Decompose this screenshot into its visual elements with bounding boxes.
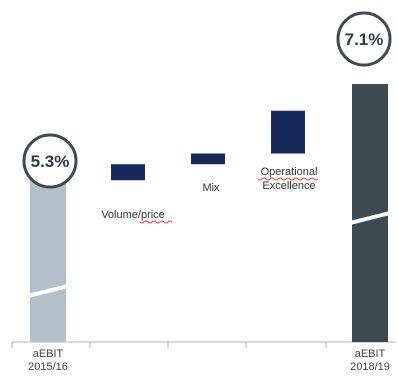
axis-break-0 xyxy=(27,284,69,298)
axis-breaks xyxy=(27,211,391,298)
value-badge-circle-0 xyxy=(22,133,78,189)
axis-break-4 xyxy=(349,211,391,225)
bar-labels: Volume/price Mix Operational Excellence xyxy=(101,166,319,224)
bar-3 xyxy=(271,110,305,154)
category-label-4-0: aEBIT xyxy=(355,348,386,360)
bar-1 xyxy=(111,164,145,181)
bar-0 xyxy=(30,180,66,342)
x-axis-ticks xyxy=(11,342,327,348)
value-badge-text-4: 7.1% xyxy=(345,30,384,49)
bar-label-1-0: Volume/price xyxy=(101,209,165,221)
bar-label-3-1: Excellence xyxy=(262,180,315,192)
category-label-4-1: 2018/19 xyxy=(350,361,390,373)
spellcheck-underline-1-0 xyxy=(139,220,173,224)
bar-2 xyxy=(191,153,225,165)
bar-label-2-0: Mix xyxy=(202,182,220,194)
category-label-0-0: aEBIT xyxy=(33,348,64,360)
value-badge-text-0: 5.3% xyxy=(31,152,70,171)
bars-group xyxy=(30,84,388,342)
value-badge-circle-4 xyxy=(336,11,392,67)
category-label-0-1: 2015/16 xyxy=(28,361,68,373)
spellcheck-underline-3-0 xyxy=(257,177,319,181)
value-badges: 5.3% 7.1% xyxy=(22,11,392,189)
bar-label-3-0: Operational xyxy=(261,166,318,178)
